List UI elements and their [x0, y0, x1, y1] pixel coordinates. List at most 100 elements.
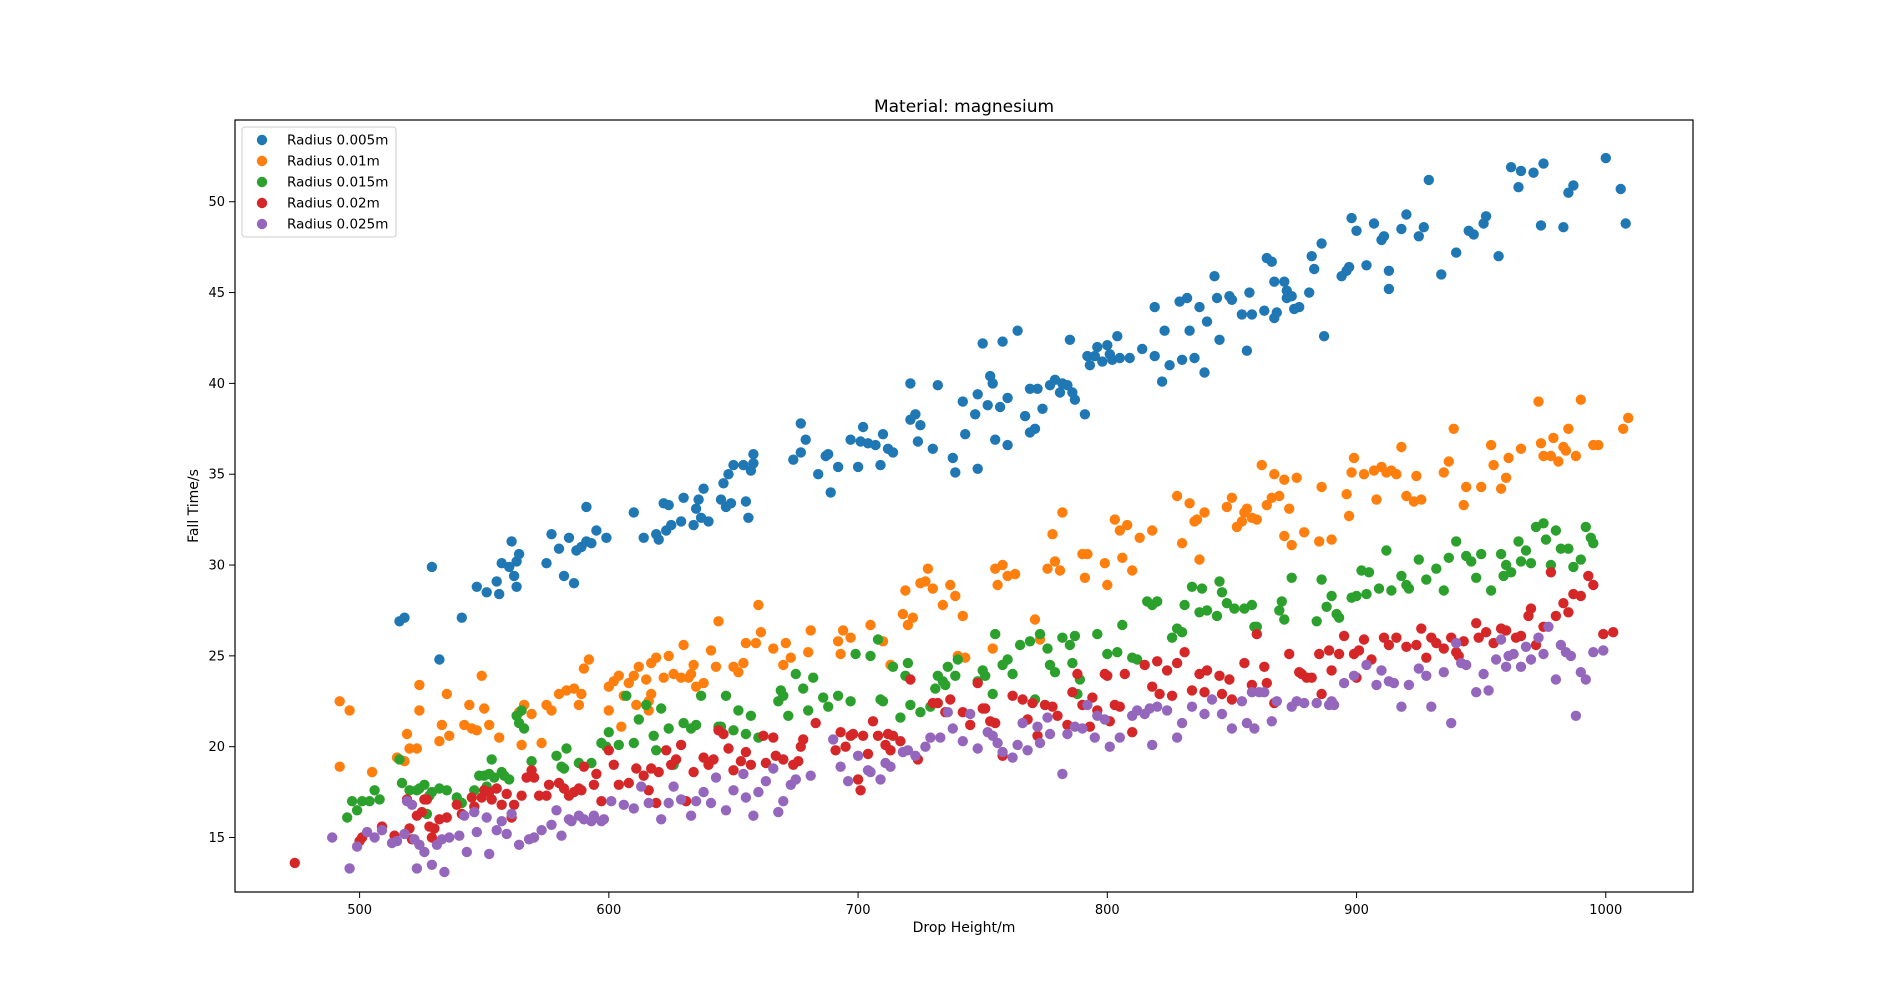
- data-point: [636, 781, 647, 792]
- data-point: [1411, 639, 1422, 651]
- data-point: [1042, 643, 1053, 654]
- data-point: [1488, 459, 1499, 471]
- data-point: [1528, 167, 1539, 178]
- data-point: [1314, 536, 1325, 547]
- data-point: [576, 785, 587, 796]
- data-point: [596, 796, 607, 807]
- legend-label: Radius 0.015m: [287, 175, 388, 191]
- data-point: [1214, 334, 1225, 345]
- data-point: [902, 657, 914, 669]
- data-point: [1583, 570, 1594, 582]
- data-point: [798, 734, 809, 745]
- data-point: [496, 799, 507, 810]
- data-point: [631, 699, 642, 711]
- data-point: [1009, 568, 1021, 580]
- data-point: [1323, 645, 1335, 656]
- data-point: [663, 650, 674, 662]
- data-point: [508, 799, 520, 810]
- data-point: [561, 743, 572, 754]
- data-point: [1224, 674, 1235, 685]
- data-point: [1413, 554, 1425, 565]
- data-point: [743, 512, 754, 523]
- data-point: [885, 745, 896, 756]
- data-point: [972, 677, 983, 689]
- data-point: [1563, 543, 1574, 554]
- data-point: [1480, 627, 1492, 638]
- legend-box: [241, 126, 397, 238]
- data-point: [526, 708, 537, 720]
- data-point: [494, 732, 505, 743]
- data-point: [905, 378, 916, 389]
- data-point: [1037, 403, 1048, 414]
- data-point: [1363, 567, 1375, 578]
- points-layer: [289, 152, 1634, 878]
- data-point: [401, 728, 413, 740]
- data-point: [1598, 628, 1609, 640]
- data-point: [1244, 287, 1255, 298]
- data-point: [1201, 665, 1213, 676]
- data-point: [1149, 350, 1160, 362]
- data-point: [1241, 717, 1253, 729]
- data-point: [1545, 567, 1557, 578]
- data-point: [1266, 256, 1278, 267]
- data-point: [698, 677, 709, 689]
- data-point: [768, 643, 779, 654]
- data-point: [1079, 409, 1091, 420]
- data-point: [950, 670, 961, 681]
- data-point: [456, 612, 467, 623]
- data-point: [1259, 305, 1270, 316]
- data-point: [1147, 525, 1158, 536]
- data-point: [877, 696, 889, 707]
- data-point: [1563, 607, 1574, 618]
- data-point: [987, 378, 998, 389]
- data-point: [758, 730, 769, 741]
- data-point: [1284, 648, 1295, 660]
- data-point: [947, 452, 958, 464]
- data-point: [404, 785, 415, 796]
- data-point: [1199, 367, 1210, 378]
- legend: Radius 0.005m Radius 0.01m Radius 0.015m Ra…: [241, 126, 397, 238]
- data-point: [1458, 499, 1469, 511]
- data-point: [1032, 383, 1043, 394]
- data-point: [997, 746, 1008, 758]
- data-point: [513, 548, 525, 560]
- data-point: [1311, 616, 1322, 627]
- data-point: [496, 816, 507, 827]
- data-point: [1391, 469, 1402, 480]
- data-point: [1082, 548, 1093, 560]
- data-point: [1049, 556, 1061, 567]
- data-point: [1069, 394, 1081, 405]
- data-point: [1029, 614, 1041, 625]
- data-point: [907, 612, 919, 623]
- data-point: [987, 688, 998, 700]
- data-point: [1476, 481, 1487, 493]
- data-point: [1351, 590, 1362, 602]
- data-point: [1558, 222, 1569, 233]
- data-point: [1007, 752, 1018, 763]
- data-point: [1246, 599, 1258, 611]
- data-point: [613, 739, 624, 751]
- data-point: [738, 768, 749, 780]
- data-point: [1299, 697, 1310, 709]
- data-point: [1251, 628, 1263, 640]
- data-point: [1211, 610, 1223, 622]
- data-point: [334, 696, 345, 707]
- data-point: [1436, 269, 1447, 280]
- data-point: [1029, 423, 1041, 434]
- data-point: [760, 776, 772, 787]
- data-point: [693, 494, 704, 505]
- data-point: [800, 434, 811, 445]
- data-point: [945, 579, 956, 591]
- data-point: [698, 786, 709, 798]
- data-point: [1326, 665, 1337, 676]
- data-point: [1114, 525, 1126, 536]
- data-point: [733, 667, 744, 678]
- data-point: [1299, 527, 1310, 538]
- data-point: [469, 806, 480, 818]
- data-point: [528, 772, 540, 783]
- data-point: [1525, 603, 1537, 614]
- data-point: [613, 670, 624, 681]
- data-point: [1159, 325, 1170, 336]
- data-point: [1049, 667, 1061, 678]
- data-point: [1348, 670, 1360, 681]
